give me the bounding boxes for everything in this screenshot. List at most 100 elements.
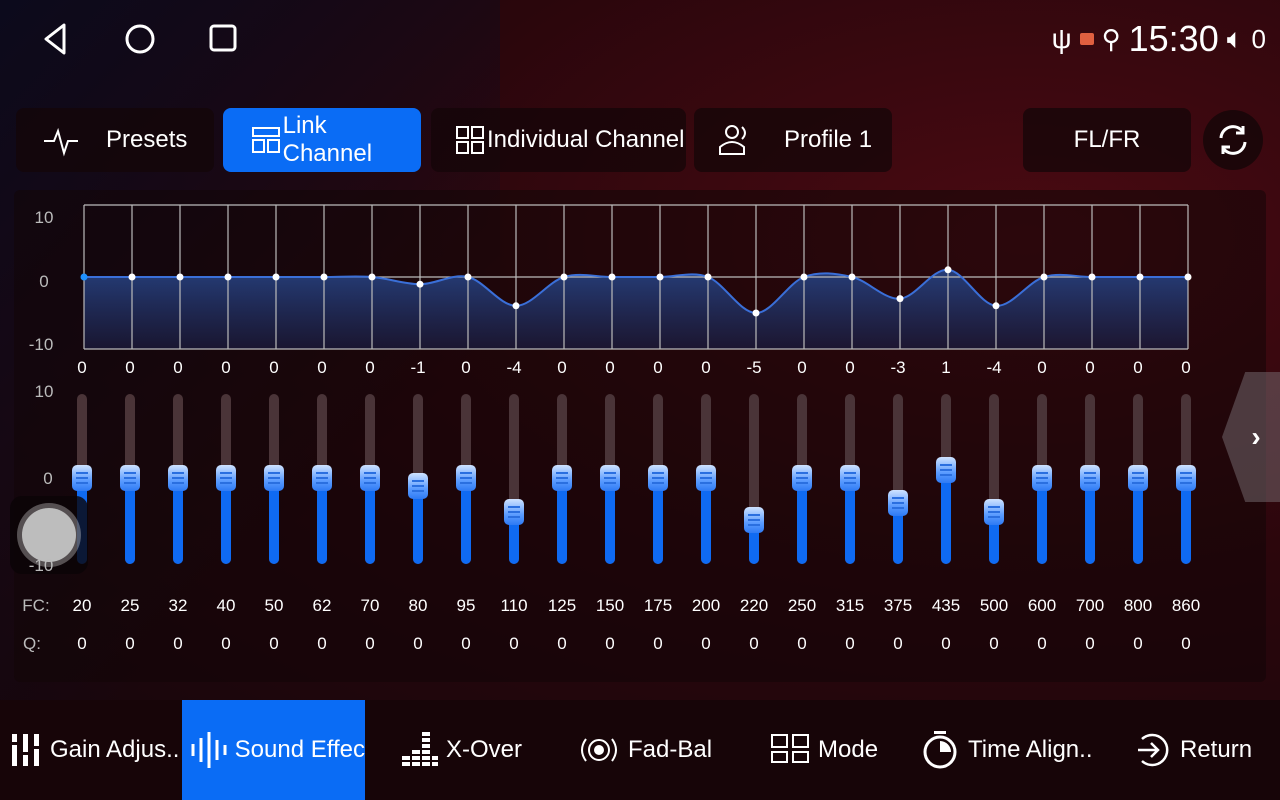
band-q[interactable]: 0: [893, 634, 903, 653]
band-q[interactable]: 0: [605, 634, 615, 653]
band-q[interactable]: 0: [1037, 634, 1047, 653]
slider-thumb[interactable]: [888, 490, 908, 517]
band-fc[interactable]: 315: [835, 596, 865, 615]
band-q[interactable]: 0: [845, 634, 855, 653]
slider-fill: [893, 503, 903, 564]
slider-thumb[interactable]: [696, 465, 716, 491]
profile-selector[interactable]: Profile 1: [694, 108, 892, 172]
volume-mute-icon[interactable]: 🔈︎: [1226, 22, 1244, 54]
tab-link-channel[interactable]: Link Channel: [223, 108, 421, 172]
band-q[interactable]: 0: [1181, 634, 1191, 653]
slider-thumb[interactable]: [648, 465, 668, 491]
band-fc[interactable]: 150: [595, 596, 625, 615]
slider-track[interactable]: [893, 394, 903, 564]
band-q[interactable]: 0: [509, 634, 519, 653]
slider-thumb[interactable]: [1128, 465, 1148, 491]
band-fc[interactable]: 375: [883, 596, 913, 615]
slider-thumb[interactable]: [840, 465, 860, 491]
slider-thumb[interactable]: [408, 473, 428, 500]
band-gain-value: 0: [557, 358, 567, 377]
band-fc[interactable]: 50: [264, 596, 284, 615]
nav-x-over[interactable]: X-Over: [402, 700, 522, 800]
band-q[interactable]: 0: [989, 634, 999, 653]
band-fc[interactable]: 125: [547, 596, 577, 615]
band-fc[interactable]: 700: [1075, 596, 1105, 615]
eq-point: [560, 273, 568, 281]
band-fc[interactable]: 800: [1123, 596, 1153, 615]
slider-thumb[interactable]: [216, 465, 236, 491]
band-q[interactable]: 0: [941, 634, 951, 653]
slider-thumb[interactable]: [792, 465, 812, 491]
band-q[interactable]: 0: [173, 634, 183, 653]
nav-fad-bal[interactable]: Fad-Bal: [578, 700, 712, 800]
band-q[interactable]: 0: [365, 634, 375, 653]
recents-icon[interactable]: [208, 22, 238, 56]
band-fc[interactable]: 500: [979, 596, 1009, 615]
slider-thumb[interactable]: [1032, 465, 1052, 491]
band-q[interactable]: 0: [269, 634, 279, 653]
slider-thumb[interactable]: [456, 465, 476, 491]
band-q[interactable]: 0: [749, 634, 759, 653]
slider-thumb[interactable]: [744, 507, 764, 533]
slider-thumb[interactable]: [984, 498, 1004, 525]
band-fc[interactable]: 25: [120, 596, 140, 615]
band-fc[interactable]: 435: [931, 596, 961, 615]
slider-thumb[interactable]: [168, 465, 188, 491]
slider-thumb[interactable]: [312, 465, 332, 491]
band-q[interactable]: 0: [77, 634, 87, 653]
back-icon[interactable]: [40, 22, 70, 56]
band-fc[interactable]: 860: [1171, 596, 1201, 615]
band-q[interactable]: 0: [125, 634, 135, 653]
band-fc[interactable]: 110: [500, 596, 528, 615]
nav-time-align[interactable]: Time Align..: [922, 700, 1093, 800]
nav-sound-effect[interactable]: Sound Effec: [182, 700, 365, 800]
slider-track[interactable]: [509, 394, 519, 564]
band-q[interactable]: 0: [557, 634, 567, 653]
band-q[interactable]: 0: [461, 634, 471, 653]
band-fc[interactable]: 70: [360, 596, 380, 615]
nav-return[interactable]: Return: [1134, 700, 1252, 800]
slider-thumb[interactable]: [936, 456, 956, 483]
band-fc[interactable]: 175: [643, 596, 673, 615]
slider-thumb[interactable]: [504, 498, 524, 525]
slider-thumb[interactable]: [1176, 465, 1196, 491]
tab-individual-channel[interactable]: Individual Channel: [431, 108, 686, 172]
slider-thumb[interactable]: [120, 465, 140, 491]
slider-fill: [1085, 478, 1095, 564]
band-q[interactable]: 0: [701, 634, 711, 653]
band-fc[interactable]: 250: [787, 596, 817, 615]
band-q[interactable]: 0: [1085, 634, 1095, 653]
band-q[interactable]: 0: [413, 634, 423, 653]
band-fc[interactable]: 200: [691, 596, 721, 615]
slider-thumb[interactable]: [552, 465, 572, 491]
floating-assistive-button[interactable]: [10, 496, 88, 574]
channel-selector[interactable]: FL/FR: [1023, 108, 1191, 172]
slider-track[interactable]: [749, 394, 759, 564]
band-fc[interactable]: 600: [1027, 596, 1057, 615]
band-fc[interactable]: 20: [72, 596, 92, 615]
band-fc[interactable]: 80: [408, 596, 428, 615]
band-fc[interactable]: 40: [216, 596, 236, 615]
slider-thumb[interactable]: [360, 465, 380, 491]
band-fc[interactable]: 32: [168, 596, 188, 615]
slider-thumb[interactable]: [72, 465, 92, 491]
band-q[interactable]: 0: [797, 634, 807, 653]
tab-presets[interactable]: Presets: [16, 108, 214, 172]
slider-thumb[interactable]: [600, 465, 620, 491]
nav-gain-adjust[interactable]: Gain Adjus..: [10, 700, 179, 800]
clock: 15:30: [1128, 18, 1219, 59]
slider-track[interactable]: [989, 394, 999, 564]
reset-button[interactable]: [1203, 110, 1263, 170]
band-fc[interactable]: 62: [312, 596, 332, 615]
band-fc[interactable]: 95: [456, 596, 476, 615]
slider-thumb[interactable]: [264, 465, 284, 491]
slider-thumb[interactable]: [1080, 465, 1100, 491]
band-q[interactable]: 0: [221, 634, 231, 653]
band-fc[interactable]: 220: [739, 596, 769, 615]
nav-mode[interactable]: Mode: [770, 700, 878, 800]
band-q[interactable]: 0: [653, 634, 663, 653]
band-q[interactable]: 0: [1133, 634, 1143, 653]
band-gain-value: 0: [653, 358, 663, 377]
home-icon[interactable]: [124, 22, 156, 56]
band-q[interactable]: 0: [317, 634, 327, 653]
